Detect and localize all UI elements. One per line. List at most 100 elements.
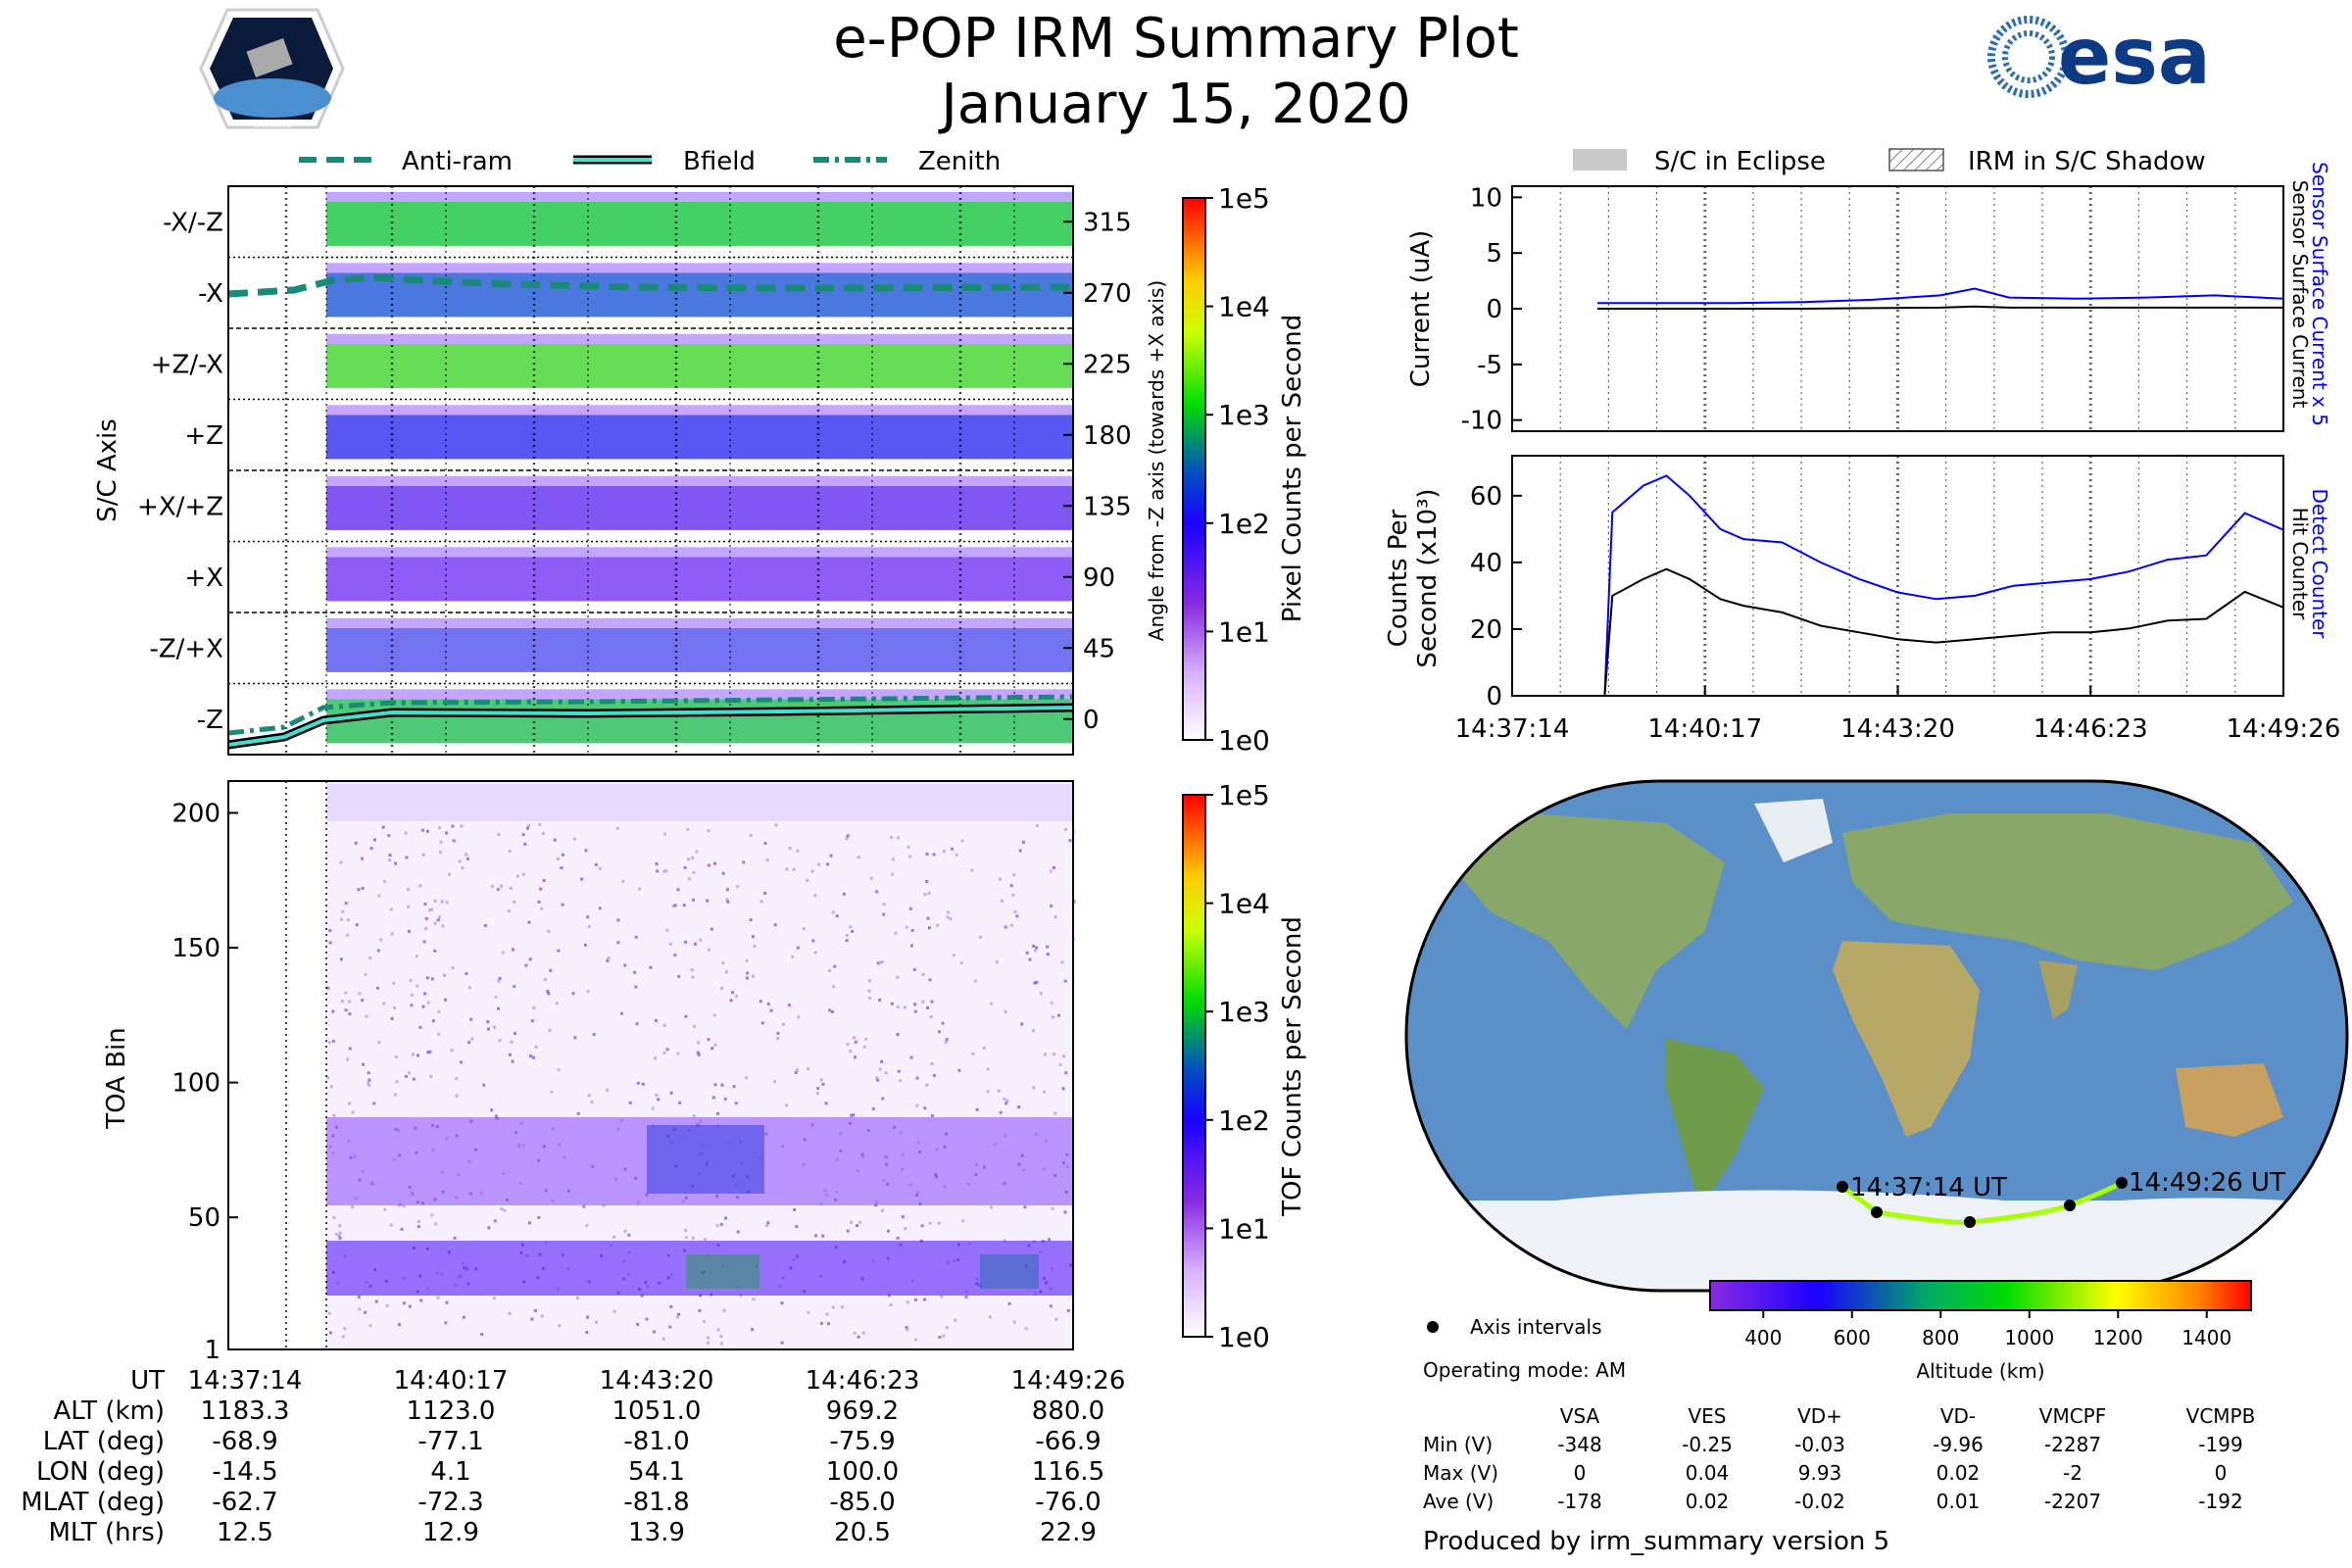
- pixel-angle-tick: 45: [1083, 634, 1115, 663]
- voltage-value: 0.02: [1936, 1461, 1981, 1485]
- esa-logo: esa: [1987, 11, 2211, 102]
- world-map: 14:37:14 UT 14:49:26 UT: [1404, 779, 2349, 1293]
- colorbar-tick: 1e3: [1218, 996, 1270, 1028]
- voltage-value: -0.03: [1794, 1433, 1845, 1456]
- ephemeris-value: 14:43:20: [600, 1366, 714, 1396]
- current-panel: 10 5 0 -5 -10 Current (uA) Sensor Surface Cu…: [1406, 162, 2331, 436]
- ephemeris-value: 14:49:26: [1011, 1366, 1126, 1396]
- pixel-anti-ram-line: [227, 273, 1074, 298]
- esa-logo-text: esa: [2058, 11, 2211, 102]
- tof-band-upper: [326, 784, 1073, 821]
- current-right-black: Sensor Surface Current: [2288, 180, 2312, 409]
- pixel-colorbar-label: Pixel Counts per Second: [1278, 315, 1307, 623]
- counts-panel: 60 40 20 0 14:37:14 14:40:17 14:43:20 14:46:23…: [1384, 455, 2341, 744]
- tof-ylabel: TOA Bin: [102, 1027, 131, 1129]
- tof-ytick: 100: [172, 1069, 220, 1099]
- altitude-tick: 1400: [2181, 1326, 2231, 1349]
- counts-right-black: Hit Counter: [2288, 508, 2312, 620]
- current-ytick: 0: [1486, 295, 1502, 324]
- voltage-value: -178: [1557, 1490, 1601, 1513]
- voltage-col-header: VES: [1688, 1404, 1726, 1428]
- legend-anti-ram: Anti-ram: [402, 147, 513, 176]
- ephemeris-value: 12.9: [422, 1518, 479, 1547]
- pixel-axis-label: +X/+Z: [137, 492, 223, 521]
- colorbar-tick: 1e0: [1218, 1321, 1270, 1353]
- voltage-value: -199: [2198, 1433, 2242, 1456]
- voltage-value: -9.96: [1933, 1433, 1984, 1456]
- pixel-zenith-line: [227, 694, 1074, 736]
- pixel-ylabel: S/C Axis: [93, 418, 122, 522]
- altitude-label: Altitude (km): [1916, 1359, 2044, 1383]
- ephemeris-label: LAT (deg): [43, 1427, 165, 1456]
- pixel-axis-label: -X/-Z: [163, 208, 223, 237]
- ephemeris-label: MLT (hrs): [49, 1518, 166, 1547]
- ephemeris-value: -75.9: [829, 1427, 895, 1456]
- counts-ytick: 0: [1486, 682, 1502, 711]
- map-australia: [2176, 1063, 2283, 1137]
- voltage-col-header: VD-: [1940, 1404, 1976, 1428]
- ephemeris-value: -77.1: [417, 1427, 483, 1456]
- legend-right: S/C in Eclipse IRM in S/C Shadow: [1573, 147, 2206, 176]
- legend-shadow: IRM in S/C Shadow: [1968, 147, 2206, 176]
- pixel-axis-label: +Z: [184, 421, 223, 451]
- ephemeris-value: 12.5: [217, 1518, 273, 1547]
- svg-text:CASSIOPE: CASSIOPE: [253, 121, 292, 129]
- current-ytick: -5: [1477, 351, 1502, 380]
- ephemeris-value: 14:40:17: [394, 1366, 509, 1396]
- voltage-value: 0: [1574, 1461, 1587, 1485]
- ephemeris-value: -72.3: [417, 1488, 483, 1517]
- ephemeris-value: 880.0: [1032, 1396, 1104, 1426]
- counts-ytick: 60: [1470, 482, 1502, 512]
- voltage-value: -2207: [2044, 1490, 2101, 1513]
- counts-ytick: 20: [1470, 615, 1502, 645]
- current-ytick: 5: [1486, 239, 1502, 269]
- pixel-angle-label: Angle from -Z axis (towards +X axis): [1145, 280, 1168, 641]
- ephemeris-value: -81.0: [623, 1427, 689, 1456]
- counts-xtick: 14:46:23: [2034, 714, 2148, 744]
- ephemeris-value: -76.0: [1035, 1488, 1101, 1517]
- altitude-tick: 1000: [2004, 1326, 2054, 1349]
- colorbar-tick: 1e1: [1218, 615, 1270, 648]
- voltage-col-header: VSA: [1560, 1404, 1600, 1428]
- ephemeris-value: -81.8: [623, 1488, 689, 1517]
- altitude-tick: 400: [1744, 1326, 1782, 1349]
- current-series-line: [1597, 287, 2284, 305]
- cassiope-logo: CASSIOPE: [199, 8, 345, 129]
- legend-zenith: Zenith: [918, 147, 1001, 176]
- counts-xtick: 14:40:17: [1647, 714, 1762, 744]
- ephemeris-value: 13.9: [628, 1518, 685, 1547]
- ephemeris-value: 14:37:14: [188, 1366, 303, 1396]
- axis-interval-dot: [1427, 1321, 1439, 1333]
- map-track-point: [2116, 1177, 2128, 1189]
- footer: Produced by irm_summary version 5: [1423, 1527, 1889, 1556]
- tof-ytick: 150: [172, 934, 220, 963]
- counts-xtick: 14:49:26: [2227, 714, 2341, 744]
- ephemeris-table: UT 14:37:14 14:40:17 14:43:20 14:46:23 14:49:…: [21, 1366, 1125, 1547]
- altitude-tick: 600: [1834, 1326, 1871, 1349]
- counts-ylabel-2: Second (x10³): [1413, 488, 1443, 667]
- map-africa: [1833, 941, 1980, 1137]
- map-track-point: [1837, 1181, 1848, 1193]
- voltage-value: -2287: [2044, 1433, 2101, 1456]
- pixel-angle-tick: 315: [1083, 208, 1132, 237]
- map-south-america: [1666, 1039, 1764, 1210]
- axis-interval-label: Axis intervals: [1470, 1315, 1602, 1339]
- colorbar-tick: 1e4: [1218, 291, 1270, 323]
- current-ytick: -10: [1461, 407, 1502, 436]
- voltage-value: 0.04: [1686, 1461, 1730, 1485]
- tof-band-mid: [326, 1117, 1073, 1205]
- pixel-bands: [326, 191, 1073, 744]
- counts-right-blue: Detect Counter: [2308, 489, 2331, 640]
- map-track-point: [2064, 1200, 2076, 1211]
- ephemeris-value: 54.1: [628, 1457, 685, 1487]
- counts-xtick: 14:37:14: [1455, 714, 1570, 744]
- ephemeris-label: LON (deg): [36, 1457, 165, 1487]
- pixel-band: [326, 201, 1073, 246]
- page-title: e-POP IRM Summary Plot: [833, 7, 1519, 71]
- altitude-tick: 1200: [2093, 1326, 2143, 1349]
- pixel-band: [326, 627, 1073, 672]
- colorbar-tick: 1e2: [1218, 1104, 1270, 1137]
- voltage-row-label: Max (V): [1423, 1461, 1498, 1485]
- colorbar-tick: 1e0: [1218, 724, 1270, 757]
